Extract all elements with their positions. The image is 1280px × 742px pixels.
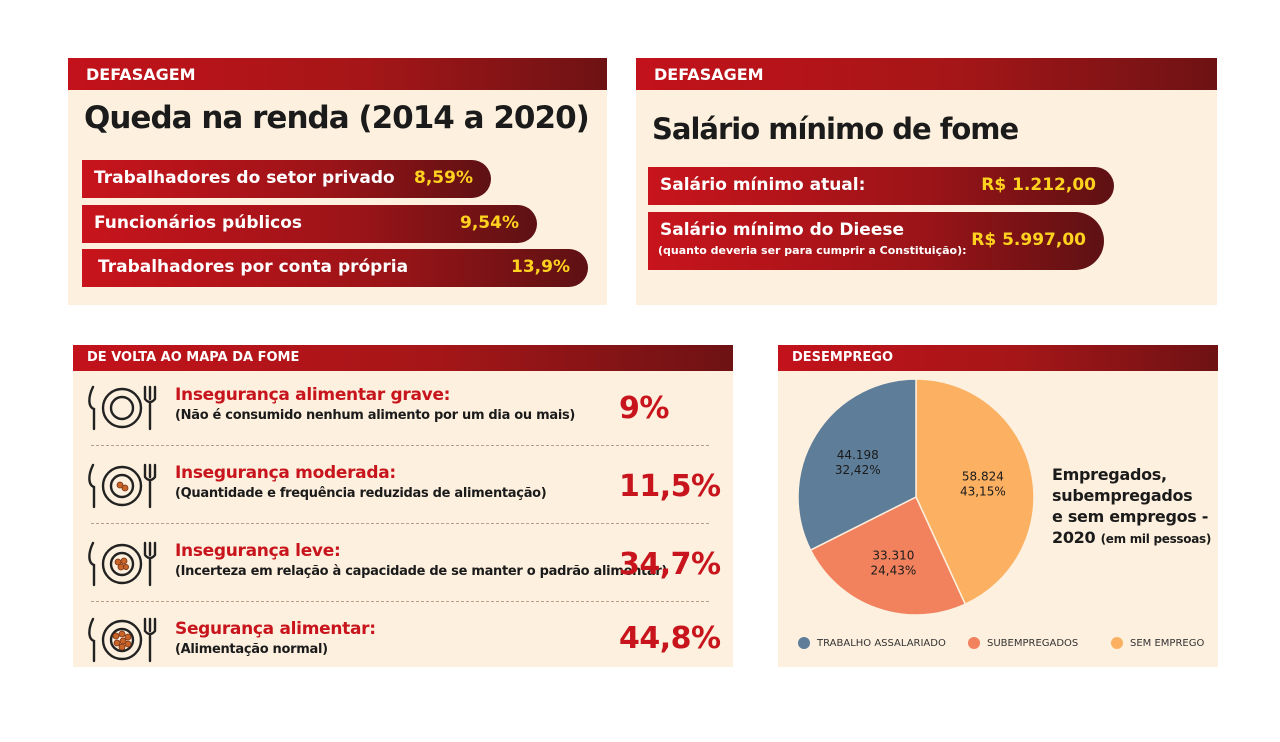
income-item-label: Funcionários públicos xyxy=(94,213,303,233)
income-drop-header-text: DEFASAGEM xyxy=(86,65,196,84)
wage-item-dieese: Salário mínimo do Dieese (quanto deveria… xyxy=(648,212,1104,270)
unemployment-header-text: DESEMPREGO xyxy=(792,350,893,365)
income-drop-header: DEFASAGEM xyxy=(68,58,607,90)
minimum-wage-header: DEFASAGEM xyxy=(636,58,1217,90)
hunger-row-value: 9% xyxy=(619,391,669,426)
hunger-row-label: Segurança alimentar: xyxy=(175,619,376,639)
hunger-row-label: Insegurança moderada: xyxy=(175,463,396,483)
hunger-map-header-text: DE VOLTA AO MAPA DA FOME xyxy=(87,350,300,365)
hunger-row-moderate: Insegurança moderada: (Quantidade e freq… xyxy=(73,459,733,524)
legend-item-unemployed: SEM EMPREGO xyxy=(1111,637,1204,649)
pie-caption-line: 2020 xyxy=(1052,528,1096,547)
wage-item-note: (quanto deveria ser para cumprir a Const… xyxy=(658,244,967,257)
hunger-row-label: Insegurança leve: xyxy=(175,541,341,561)
hunger-row-value: 34,7% xyxy=(619,547,721,582)
hunger-row-desc: (Quantidade e frequência reduzidas de al… xyxy=(175,486,547,501)
income-item-value: 13,9% xyxy=(511,257,570,277)
hunger-row-severe: Insegurança alimentar grave: (Não é cons… xyxy=(73,381,733,446)
legend-swatch xyxy=(968,637,980,649)
plate-cutlery-icon xyxy=(88,385,157,431)
legend-item-underemployed: SUBEMPREGADOS xyxy=(968,637,1078,649)
legend-label: SEM EMPREGO xyxy=(1130,638,1205,649)
income-item-value: 9,54% xyxy=(460,213,519,233)
plate-cutlery-icon xyxy=(88,617,157,663)
hunger-row-desc: (Incerteza em relação à capacidade de se… xyxy=(175,564,668,579)
pie-caption: Empregados, subempregados e sem empregos… xyxy=(1052,464,1211,550)
legend-label: SUBEMPREGADOS xyxy=(987,638,1079,649)
wage-item-value: R$ 5.997,00 xyxy=(971,230,1086,250)
minimum-wage-header-text: DEFASAGEM xyxy=(654,65,764,84)
pie-caption-line: Empregados, xyxy=(1052,465,1167,484)
pie-caption-line: e sem empregos - xyxy=(1052,507,1209,526)
wage-item-current: Salário mínimo atual: R$ 1.212,00 xyxy=(648,167,1114,205)
plate-cutlery-icon xyxy=(88,541,157,587)
wage-item-value: R$ 1.212,00 xyxy=(981,175,1096,195)
legend-item-salaried: TRABALHO ASSALARIADO xyxy=(798,637,946,649)
legend-swatch xyxy=(798,637,810,649)
pie-value-label: 44.198 xyxy=(837,448,879,462)
pie-slice-sem-emprego xyxy=(915,379,1035,606)
hunger-row-desc: (Não é consumido nenhum alimento por um … xyxy=(175,408,576,423)
minimum-wage-title: Salário mínimo de fome xyxy=(652,112,1019,146)
wage-item-label: Salário mínimo do Dieese xyxy=(660,220,905,240)
pie-value-label: 58.824 xyxy=(962,469,1004,483)
income-item-public: Funcionários públicos 9,54% xyxy=(82,205,537,243)
pie-value-label: 33.310 xyxy=(872,549,914,563)
plate-cutlery-icon xyxy=(88,463,157,509)
income-item-private: Trabalhadores do setor privado 8,59% xyxy=(82,160,491,198)
hunger-row-label: Insegurança alimentar grave: xyxy=(175,385,451,405)
pie-percent-label: 32,42% xyxy=(835,463,881,477)
hunger-row-value: 11,5% xyxy=(619,469,721,504)
hunger-row-secure: Segurança alimentar: (Alimentação normal… xyxy=(73,615,733,665)
hunger-map-panel: DE VOLTA AO MAPA DA FOME Insegurança ali… xyxy=(73,345,733,667)
wage-item-label: Salário mínimo atual: xyxy=(660,175,866,195)
income-item-label: Trabalhadores do setor privado xyxy=(94,168,395,188)
income-item-label: Trabalhadores por conta própria xyxy=(98,257,409,277)
hunger-row-value: 44,8% xyxy=(619,621,721,656)
income-drop-panel: DEFASAGEM Queda na renda (2014 a 2020) T… xyxy=(68,58,607,305)
hunger-row-mild: Insegurança leve: (Incerteza em relação … xyxy=(73,537,733,602)
pie-percent-label: 43,15% xyxy=(960,484,1006,498)
income-drop-title: Queda na renda (2014 a 2020) xyxy=(84,100,590,136)
hunger-map-header: DE VOLTA AO MAPA DA FOME xyxy=(73,345,733,371)
row-divider xyxy=(91,601,709,602)
unemployment-panel: DESEMPREGO 58.824 43,15% 33.310 24,43% 44.19… xyxy=(778,345,1218,667)
unemployment-header: DESEMPREGO xyxy=(778,345,1218,371)
hunger-row-desc: (Alimentação normal) xyxy=(175,642,328,657)
legend-swatch xyxy=(1111,637,1123,649)
income-item-self-employed: Trabalhadores por conta própria 13,9% xyxy=(82,249,588,287)
pie-slice-trabalho-assalariado xyxy=(797,379,917,552)
minimum-wage-panel: DEFASAGEM Salário mínimo de fome Salário… xyxy=(636,58,1217,305)
row-divider xyxy=(91,523,709,524)
pie-caption-line: subempregados xyxy=(1052,486,1193,505)
legend-label: TRABALHO ASSALARIADO xyxy=(817,638,946,649)
row-divider xyxy=(91,445,709,446)
pie-percent-label: 24,43% xyxy=(870,564,916,578)
pie-slice-subempregados xyxy=(809,495,967,616)
pie-caption-unit: (em mil pessoas) xyxy=(1100,532,1212,546)
income-item-value: 8,59% xyxy=(414,168,473,188)
